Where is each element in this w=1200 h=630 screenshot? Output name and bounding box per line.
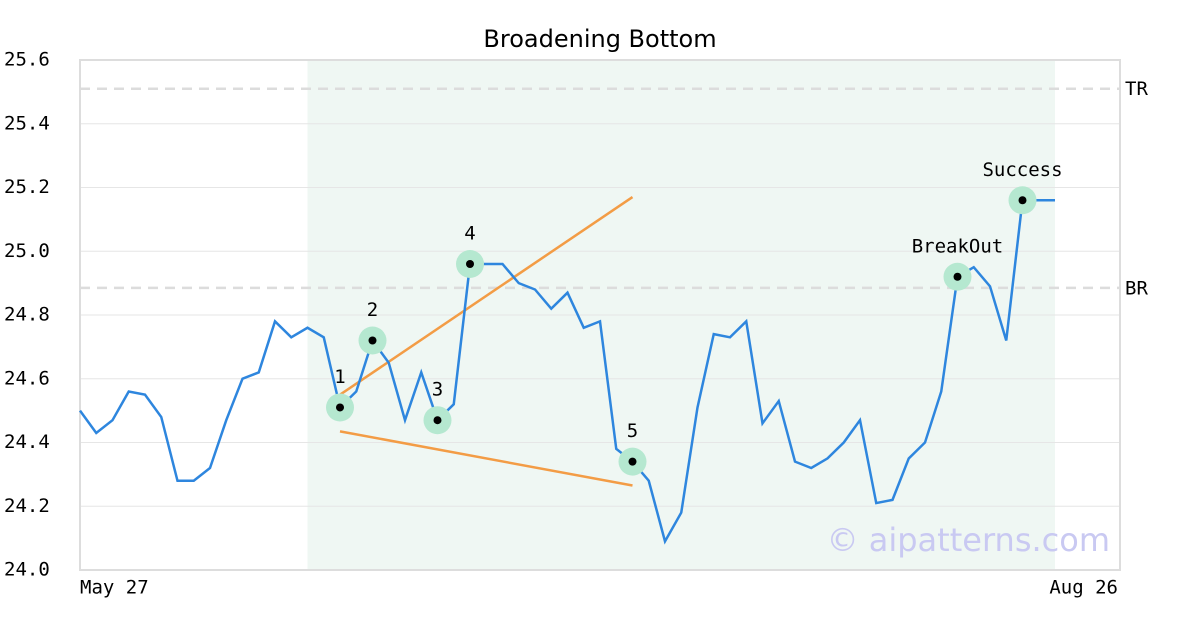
y-tick-label: 24.8	[4, 304, 50, 326]
level-label: BR	[1125, 277, 1148, 299]
trendline	[339, 430, 633, 487]
x-axis-label: Aug 26	[1049, 577, 1118, 599]
point-dot	[433, 416, 442, 425]
x-axis-label: May 27	[80, 577, 149, 599]
point-label: 2	[367, 299, 378, 321]
point-label: BreakOut	[912, 235, 1004, 257]
y-tick-label: 25.2	[4, 176, 50, 198]
point-dot	[628, 457, 637, 466]
point-dot	[953, 272, 962, 281]
y-tick-label: 25.0	[4, 240, 50, 262]
point-label: 3	[432, 379, 443, 401]
watermark: © aipatterns.com	[827, 521, 1110, 559]
y-tick-label: 24.0	[4, 559, 50, 581]
y-tick-label: 24.4	[4, 431, 50, 453]
y-tick-label: 24.6	[4, 367, 50, 389]
point-label: 5	[627, 420, 638, 442]
point-label: 1	[334, 366, 345, 388]
point-label: Success	[982, 159, 1062, 181]
plot-frame	[79, 59, 1121, 571]
y-tick-label: 25.4	[4, 112, 50, 134]
chart-title: Broadening Bottom	[483, 25, 716, 53]
y-tick-label: 24.2	[4, 495, 50, 517]
level-label: TR	[1125, 78, 1148, 100]
point-dot	[336, 403, 344, 412]
y-tick-label: 25.6	[4, 49, 50, 71]
point-label: 4	[464, 223, 475, 245]
point-dot	[466, 260, 474, 268]
point-dot	[1018, 196, 1027, 205]
price-line	[78, 199, 1055, 545]
point-dot	[368, 336, 377, 345]
